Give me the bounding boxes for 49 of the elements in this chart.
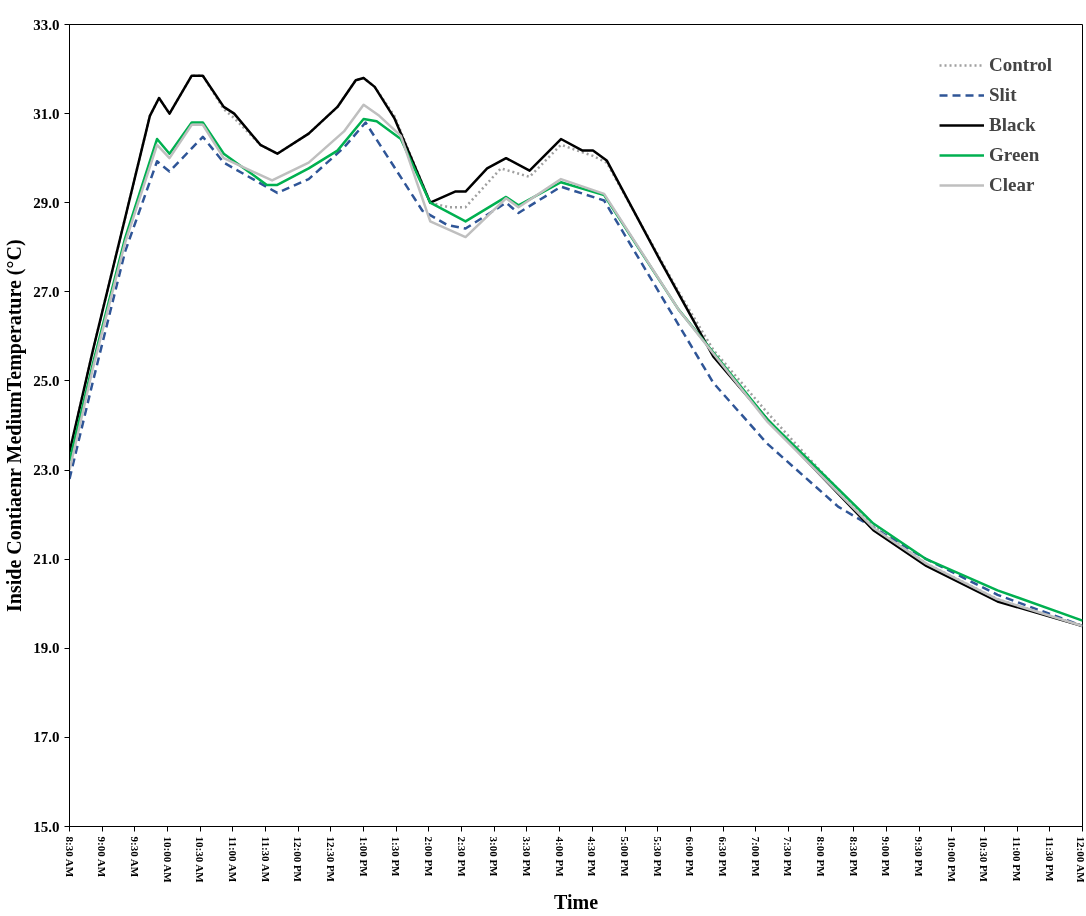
y-tick-label: 19.0: [33, 640, 60, 657]
y-tick-label: 17.0: [33, 729, 60, 746]
y-tick-label: 29.0: [33, 194, 60, 211]
x-tick-label: 10:00 PM: [945, 836, 958, 883]
y-tick-label: 33.0: [33, 16, 60, 33]
x-tick-label: 3:00 PM: [488, 836, 501, 878]
x-tick-label: 9:00 PM: [880, 836, 893, 878]
x-tick-label: 10:00 AM: [161, 836, 174, 884]
x-tick-label: 2:00 PM: [422, 836, 435, 878]
x-tick-label: 9:30 AM: [128, 836, 141, 878]
x-axis-title: Time: [553, 891, 599, 914]
legend-label: Slit: [989, 84, 1017, 106]
x-tick-label: 9:00 AM: [96, 836, 109, 878]
x-tick-label: 9:30 PM: [913, 836, 926, 878]
x-tick-label: 1:00 PM: [357, 836, 370, 878]
x-tick-label: 3:30 PM: [520, 836, 533, 878]
y-axis-title: Inside Contiaenr MediumTemperature (°C): [3, 239, 27, 612]
legend-label: Black: [989, 114, 1036, 136]
legend-label: Control: [989, 54, 1052, 76]
x-tick-label: 10:30 AM: [194, 836, 207, 884]
x-tick-label: 12:00 AM: [1074, 836, 1086, 884]
y-tick-label: 23.0: [33, 462, 60, 479]
x-tick-label: 6:00 PM: [684, 836, 697, 878]
x-tick-label: 7:00 PM: [749, 836, 762, 878]
y-tick-label: 15.0: [33, 818, 60, 835]
legend-label: Clear: [989, 174, 1035, 196]
x-tick-label: 4:00 PM: [553, 836, 566, 878]
x-tick-label: 10:30 PM: [978, 836, 991, 883]
x-tick-label: 1:30 PM: [390, 836, 403, 878]
x-tick-label: 11:00 PM: [1011, 836, 1024, 883]
legend-label: Green: [989, 144, 1040, 166]
x-tick-label: 8:30 PM: [847, 836, 860, 878]
x-tick-label: 11:00 AM: [226, 836, 239, 883]
x-tick-label: 5:00 PM: [619, 836, 632, 878]
x-tick-label: 8:30 AM: [63, 836, 76, 878]
x-tick-label: 7:30 PM: [782, 836, 795, 878]
x-tick-label: 8:00 PM: [815, 836, 828, 878]
x-tick-label: 4:30 PM: [586, 836, 599, 878]
x-tick-label: 11:30 AM: [259, 836, 272, 883]
x-tick-label: 6:30 PM: [717, 836, 730, 878]
y-tick-label: 31.0: [33, 105, 60, 122]
x-tick-label: 5:30 PM: [651, 836, 664, 878]
x-tick-label: 11:30 PM: [1043, 836, 1056, 883]
y-tick-label: 21.0: [33, 551, 60, 568]
x-tick-label: 12:00 PM: [292, 836, 305, 883]
y-tick-label: 27.0: [33, 283, 60, 300]
x-tick-label: 12:30 PM: [324, 836, 337, 883]
x-tick-label: 2:30 PM: [455, 836, 468, 878]
y-tick-label: 25.0: [33, 372, 60, 389]
